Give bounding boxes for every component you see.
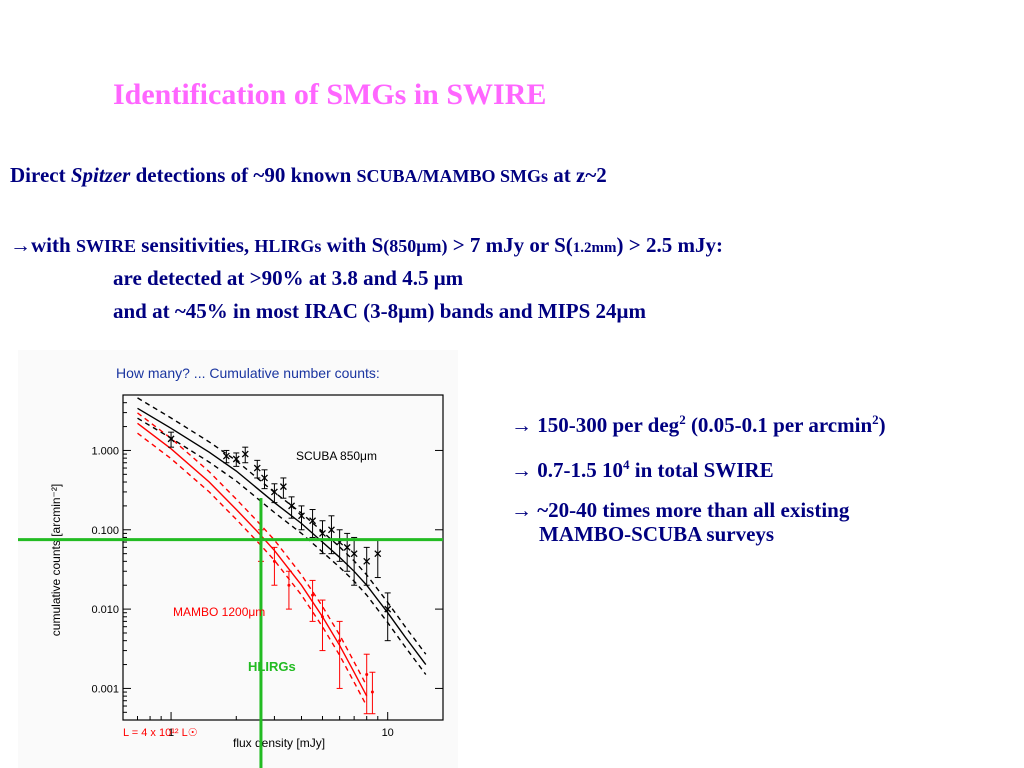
model-curve [137,422,368,697]
result-item: → 150-300 per deg2 (0.05-0.1 per arcmin2… [511,412,886,437]
data-point [270,488,278,496]
data-point [279,483,287,491]
data-point [272,559,276,563]
y-tick-label: 0.100 [91,525,119,537]
data-point [232,455,240,463]
criteria-line-2: are detected at >90% at 3.8 and 4.5 μm [113,266,464,290]
arrow-icon: → [511,458,532,482]
intro-line: Direct Spitzer detections of ~90 known S… [10,163,607,187]
result-item: → 0.7-1.5 104 in total SWIRE [511,457,774,482]
arrow-icon: → [511,498,532,522]
result-item: → ~20-40 times more than all existing MA… [511,498,850,546]
data-point [309,517,317,525]
x-tick-label: 10 [382,727,394,739]
luminosity-label: L = 4 x 10¹² L☉ [123,727,198,739]
cumulative-counts-plot: How many? ... Cumulative number counts: 1… [18,365,444,768]
y-tick-label: 1.000 [91,445,119,457]
arrow-icon: → [10,233,31,257]
y-tick-label: 0.010 [91,604,119,616]
arrow-icon: → [511,413,532,437]
data-point [327,526,335,534]
data-point [365,672,369,676]
criteria-line: →with SWIRE sensitivities, HLIRGs with S… [10,233,723,257]
data-point [320,615,324,619]
plot-frame [122,394,444,721]
x-axis-label: flux density [mJy] [233,736,325,750]
hlirgs-label: HLIRGs [248,659,296,674]
data-point [253,464,261,472]
results-list: → 150-300 per deg2 (0.05-0.1 per arcmin2… [511,408,1021,562]
data-point [287,583,291,587]
data-point [222,452,230,460]
data-point [241,450,249,458]
data-point [374,550,382,558]
y-tick-label: 0.001 [91,683,119,695]
data-point [363,557,371,565]
y-axis-label: cumulative counts [arcmin⁻²] [49,484,63,636]
data-point [311,593,315,597]
cumulative-counts-figure: How many? ... Cumulative number counts: 1… [18,350,458,768]
data-point [288,502,296,510]
data-point [384,605,392,613]
data-point [370,690,374,694]
chart-title: How many? ... Cumulative number counts: [116,365,380,381]
data-point [298,512,305,520]
criteria-line-3: and at ~45% in most IRAC (3-8μm) bands a… [113,299,646,323]
data-point [319,529,326,537]
data-point [338,639,342,643]
data-point [261,474,268,482]
x-tick-label: 1 [168,727,174,739]
slide-title: Identification of SMGs in SWIRE [113,78,547,111]
data-point [350,550,358,558]
data-point [343,543,351,551]
model-curve-upper [137,412,368,687]
mambo-label: MAMBO 1200μm [173,605,265,619]
scuba-label: SCUBA 850μm [296,449,377,463]
data-point [167,435,175,443]
model-curve-lower [137,432,368,707]
